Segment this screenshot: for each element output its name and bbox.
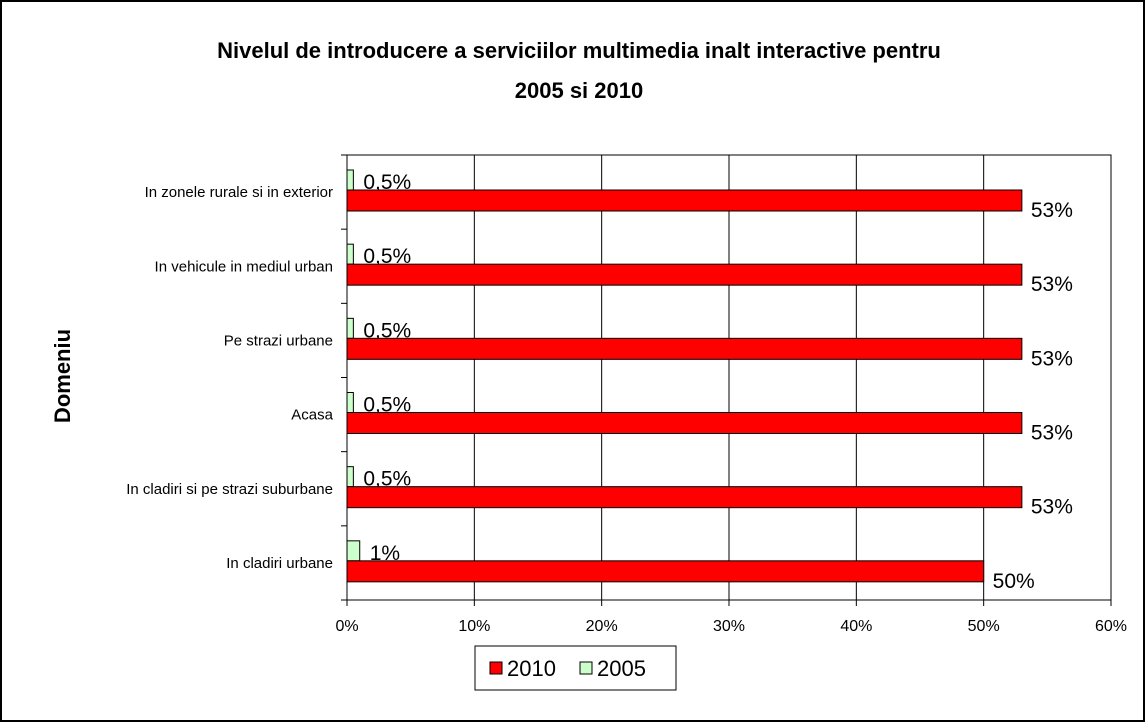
bar-2010 [346,337,1023,360]
bar-2010 [346,189,1023,212]
data-label-2005: 0,5% [363,468,411,491]
data-label-2005: 0,5% [363,394,411,417]
category-label: Pe strazi urbane [224,332,333,349]
bar-2010 [346,412,1023,434]
category-label: In zonele rurale si in exterior [145,184,333,201]
bar-2005 [346,540,361,562]
y-axis-title: Domeniu [50,329,75,423]
category-label: In cladiri si pe strazi suburbane [126,481,333,498]
bar-2010 [346,560,985,583]
data-label-2005: 0,5% [363,245,411,268]
x-tick-label: 0% [335,618,358,635]
bar-2005 [346,466,354,488]
plot-area: 0% 10% 20% 30% 40% 50% 60% In zonele rurale si … [126,154,1127,635]
legend-swatch-2010 [489,661,503,675]
plot-border [346,154,1112,601]
category-label: In vehicule in mediul urban [155,258,333,275]
x-tick-label: 10% [458,618,490,635]
bar-2005 [346,392,354,413]
bar-2005 [346,243,354,265]
data-label-2005: 0,5% [363,319,411,342]
bar-2010 [346,486,1023,509]
x-tick-label: 60% [1095,618,1127,635]
data-label-2010: 53% [1031,199,1073,222]
legend-swatch-2005 [579,661,593,675]
chart-subtitle: 2005 si 2010 [515,78,643,103]
data-label-2010: 53% [1031,273,1073,296]
data-label-2010: 53% [1031,422,1073,445]
bar-2005 [346,317,354,339]
x-tick-label: 20% [586,618,618,635]
bar-2010 [346,263,1023,286]
data-label-2010: 53% [1031,347,1073,370]
category-label: In cladiri urbane [226,555,333,572]
data-label-2010: 50% [993,570,1035,593]
x-tick-label: 30% [713,618,745,635]
x-tick-label: 40% [840,618,872,635]
data-label-2005: 0,5% [363,171,411,194]
legend-box [474,645,677,691]
legend: 2010 2005 [474,645,677,691]
data-label-2010: 53% [1031,496,1073,519]
data-label-2005: 1% [370,542,400,565]
chart-title: Nivelul de introducere a serviciilor mul… [217,38,941,63]
x-tick-label: 50% [968,618,1000,635]
bar-2005 [346,169,354,191]
legend-label-2005: 2005 [597,656,646,681]
category-label: Acasa [291,407,333,424]
legend-label-2010: 2010 [507,656,556,681]
